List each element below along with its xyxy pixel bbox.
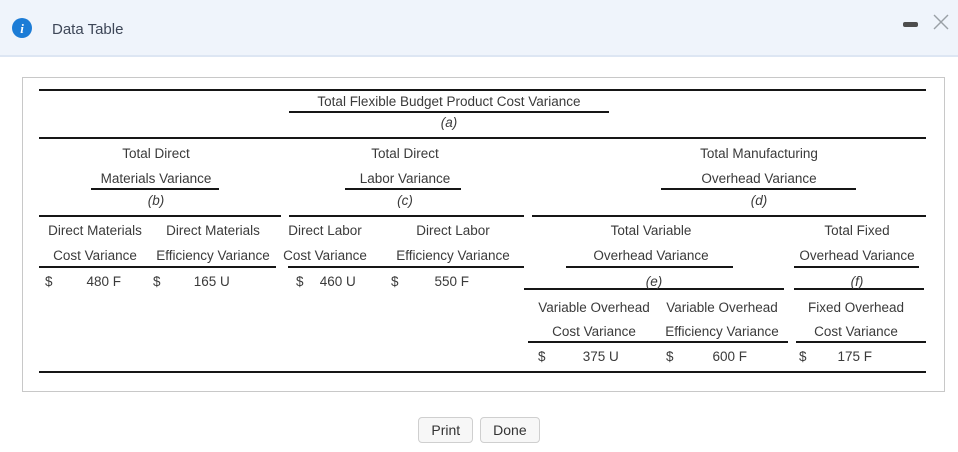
value-text: 175 F bbox=[837, 349, 873, 364]
value-fo-cost: $ 175 F bbox=[799, 350, 903, 364]
dialog-titlebar: i Data Table bbox=[0, 0, 958, 57]
branch-labor-line1: Total Direct bbox=[371, 146, 439, 161]
value-vo-cost: $ 375 U bbox=[538, 350, 656, 364]
branch-materials-line2: Materials Variance bbox=[100, 171, 212, 186]
value-text: 600 F bbox=[712, 349, 748, 364]
value-text: 165 U bbox=[193, 274, 230, 289]
rule-variable-underline bbox=[566, 266, 733, 268]
col-dm-eff-line1: Direct Materials bbox=[166, 223, 260, 238]
rule-mfg-section bbox=[532, 215, 926, 217]
branch-labor-line2: Labor Variance bbox=[359, 171, 451, 186]
currency-symbol: $ bbox=[538, 349, 546, 364]
col-dl-eff-line1: Direct Labor bbox=[416, 223, 490, 238]
col-dm-cost-line1: Direct Materials bbox=[48, 223, 142, 238]
rule-labor-header bbox=[288, 266, 524, 268]
group-variable-tag: (e) bbox=[645, 274, 663, 289]
minimize-glyph bbox=[902, 21, 918, 27]
value-text: 480 F bbox=[86, 274, 122, 289]
root-title: Total Flexible Budget Product Cost Varia… bbox=[317, 94, 581, 109]
currency-symbol: $ bbox=[666, 349, 674, 364]
branch-mfg-line2: Overhead Variance bbox=[701, 171, 817, 186]
rule-root-underline bbox=[289, 111, 609, 113]
col-dl-cost-line2: Cost Variance bbox=[283, 248, 367, 263]
rule-bottom bbox=[39, 371, 926, 373]
group-variable-line2: Overhead Variance bbox=[593, 248, 709, 263]
rule-materials-underline bbox=[91, 188, 219, 190]
value-dl-cost: $ 460 U bbox=[296, 275, 372, 289]
group-fixed-tag: (f) bbox=[850, 274, 864, 289]
dialog-title: Data Table bbox=[52, 21, 124, 38]
currency-symbol: $ bbox=[45, 274, 53, 289]
branch-mfg-line1: Total Manufacturing bbox=[700, 146, 818, 161]
minimize-icon[interactable] bbox=[896, 12, 924, 36]
done-button[interactable]: Done bbox=[480, 417, 540, 443]
branch-mfg-tag: (d) bbox=[750, 193, 768, 208]
group-fixed-line1: Total Fixed bbox=[824, 223, 890, 238]
col-dm-cost-line2: Cost Variance bbox=[53, 248, 137, 263]
svg-text:i: i bbox=[20, 21, 24, 36]
col-dl-cost-line1: Direct Labor bbox=[288, 223, 362, 238]
currency-symbol: $ bbox=[296, 274, 304, 289]
branch-materials-line1: Total Direct bbox=[122, 146, 190, 161]
col-dl-eff-line2: Efficiency Variance bbox=[396, 248, 510, 263]
currency-symbol: $ bbox=[153, 274, 161, 289]
rule-variable-header bbox=[528, 341, 788, 343]
rule-materials-header bbox=[39, 266, 276, 268]
rule-labor-section bbox=[289, 215, 524, 217]
root-tag: (a) bbox=[440, 115, 458, 130]
rule-fixed-header bbox=[796, 341, 926, 343]
col-dm-eff-line2: Efficiency Variance bbox=[156, 248, 270, 263]
col-vo-eff-line1: Variable Overhead bbox=[666, 300, 778, 315]
value-text: 375 U bbox=[582, 349, 619, 364]
rule-materials-section bbox=[39, 215, 281, 217]
branch-labor-tag: (c) bbox=[397, 193, 413, 208]
data-table-panel: Total Flexible Budget Product Cost Varia… bbox=[22, 77, 945, 392]
footer-actions: Print Done bbox=[0, 417, 958, 443]
group-fixed-line2: Overhead Variance bbox=[799, 248, 915, 263]
print-button[interactable]: Print bbox=[418, 417, 474, 443]
value-vo-eff: $ 600 F bbox=[666, 350, 786, 364]
currency-symbol: $ bbox=[391, 274, 399, 289]
rule-variable-section bbox=[524, 288, 784, 290]
value-text: 550 F bbox=[434, 274, 470, 289]
rule-fixed-section bbox=[794, 288, 924, 290]
branch-materials-tag: (b) bbox=[147, 193, 165, 208]
currency-symbol: $ bbox=[799, 349, 807, 364]
close-icon[interactable] bbox=[927, 10, 955, 34]
col-vo-cost-line2: Cost Variance bbox=[552, 324, 636, 339]
value-dm-eff: $ 165 U bbox=[153, 275, 263, 289]
rule-overhead-underline bbox=[661, 188, 856, 190]
col-vo-eff-line2: Efficiency Variance bbox=[665, 324, 779, 339]
value-text: 460 U bbox=[319, 274, 356, 289]
rule-below-root bbox=[39, 137, 926, 139]
value-dl-eff: $ 550 F bbox=[391, 275, 505, 289]
rule-labor-underline bbox=[345, 188, 461, 190]
col-fo-cost-line1: Fixed Overhead bbox=[807, 300, 905, 315]
col-vo-cost-line1: Variable Overhead bbox=[538, 300, 650, 315]
info-icon: i bbox=[12, 18, 32, 38]
value-dm-cost: $ 480 F bbox=[45, 275, 155, 289]
rule-fixed-underline bbox=[794, 266, 919, 268]
col-fo-cost-line2: Cost Variance bbox=[814, 324, 898, 339]
rule-top bbox=[39, 89, 926, 91]
group-variable-line1: Total Variable bbox=[610, 223, 692, 238]
